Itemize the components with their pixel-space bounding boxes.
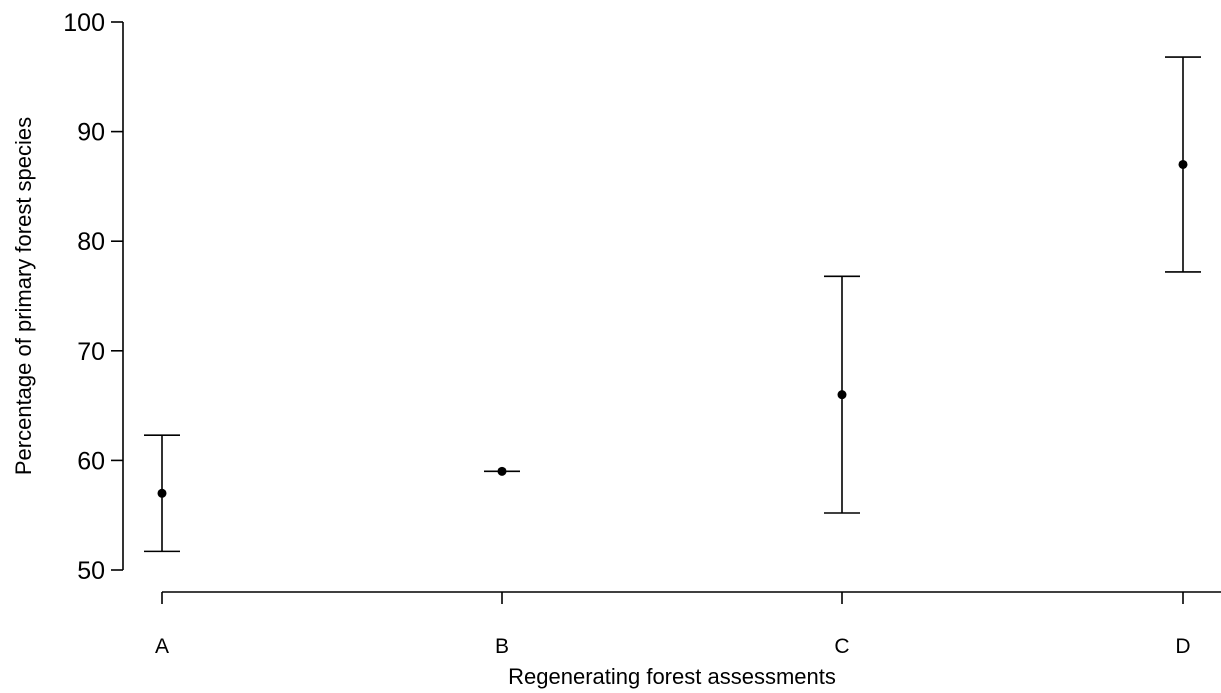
y-axis: 50 60 70 80 90 100 — [63, 9, 124, 585]
x-tick-label-c: C — [834, 635, 849, 658]
data-point-b — [497, 466, 507, 476]
y-tick-label: 90 — [77, 119, 105, 147]
x-tick-label-a: A — [155, 635, 169, 658]
y-tick-label: 50 — [77, 557, 105, 585]
data-point-c — [837, 390, 847, 400]
y-tick-label: 80 — [77, 228, 105, 256]
x-tick-label-d: D — [1175, 635, 1190, 658]
x-tick-label-b: B — [495, 635, 509, 658]
data-point-a — [157, 488, 167, 498]
y-tick-label: 100 — [63, 9, 105, 37]
y-tick-label: 60 — [77, 447, 105, 475]
x-axis-title: Regenerating forest assessments — [508, 664, 836, 689]
data-point-d — [1178, 159, 1188, 169]
y-tick-label: 70 — [77, 338, 105, 366]
x-axis: A B C D — [155, 591, 1221, 658]
y-axis-title: Percentage of primary forest species — [11, 117, 36, 475]
data-marks — [144, 56, 1201, 553]
